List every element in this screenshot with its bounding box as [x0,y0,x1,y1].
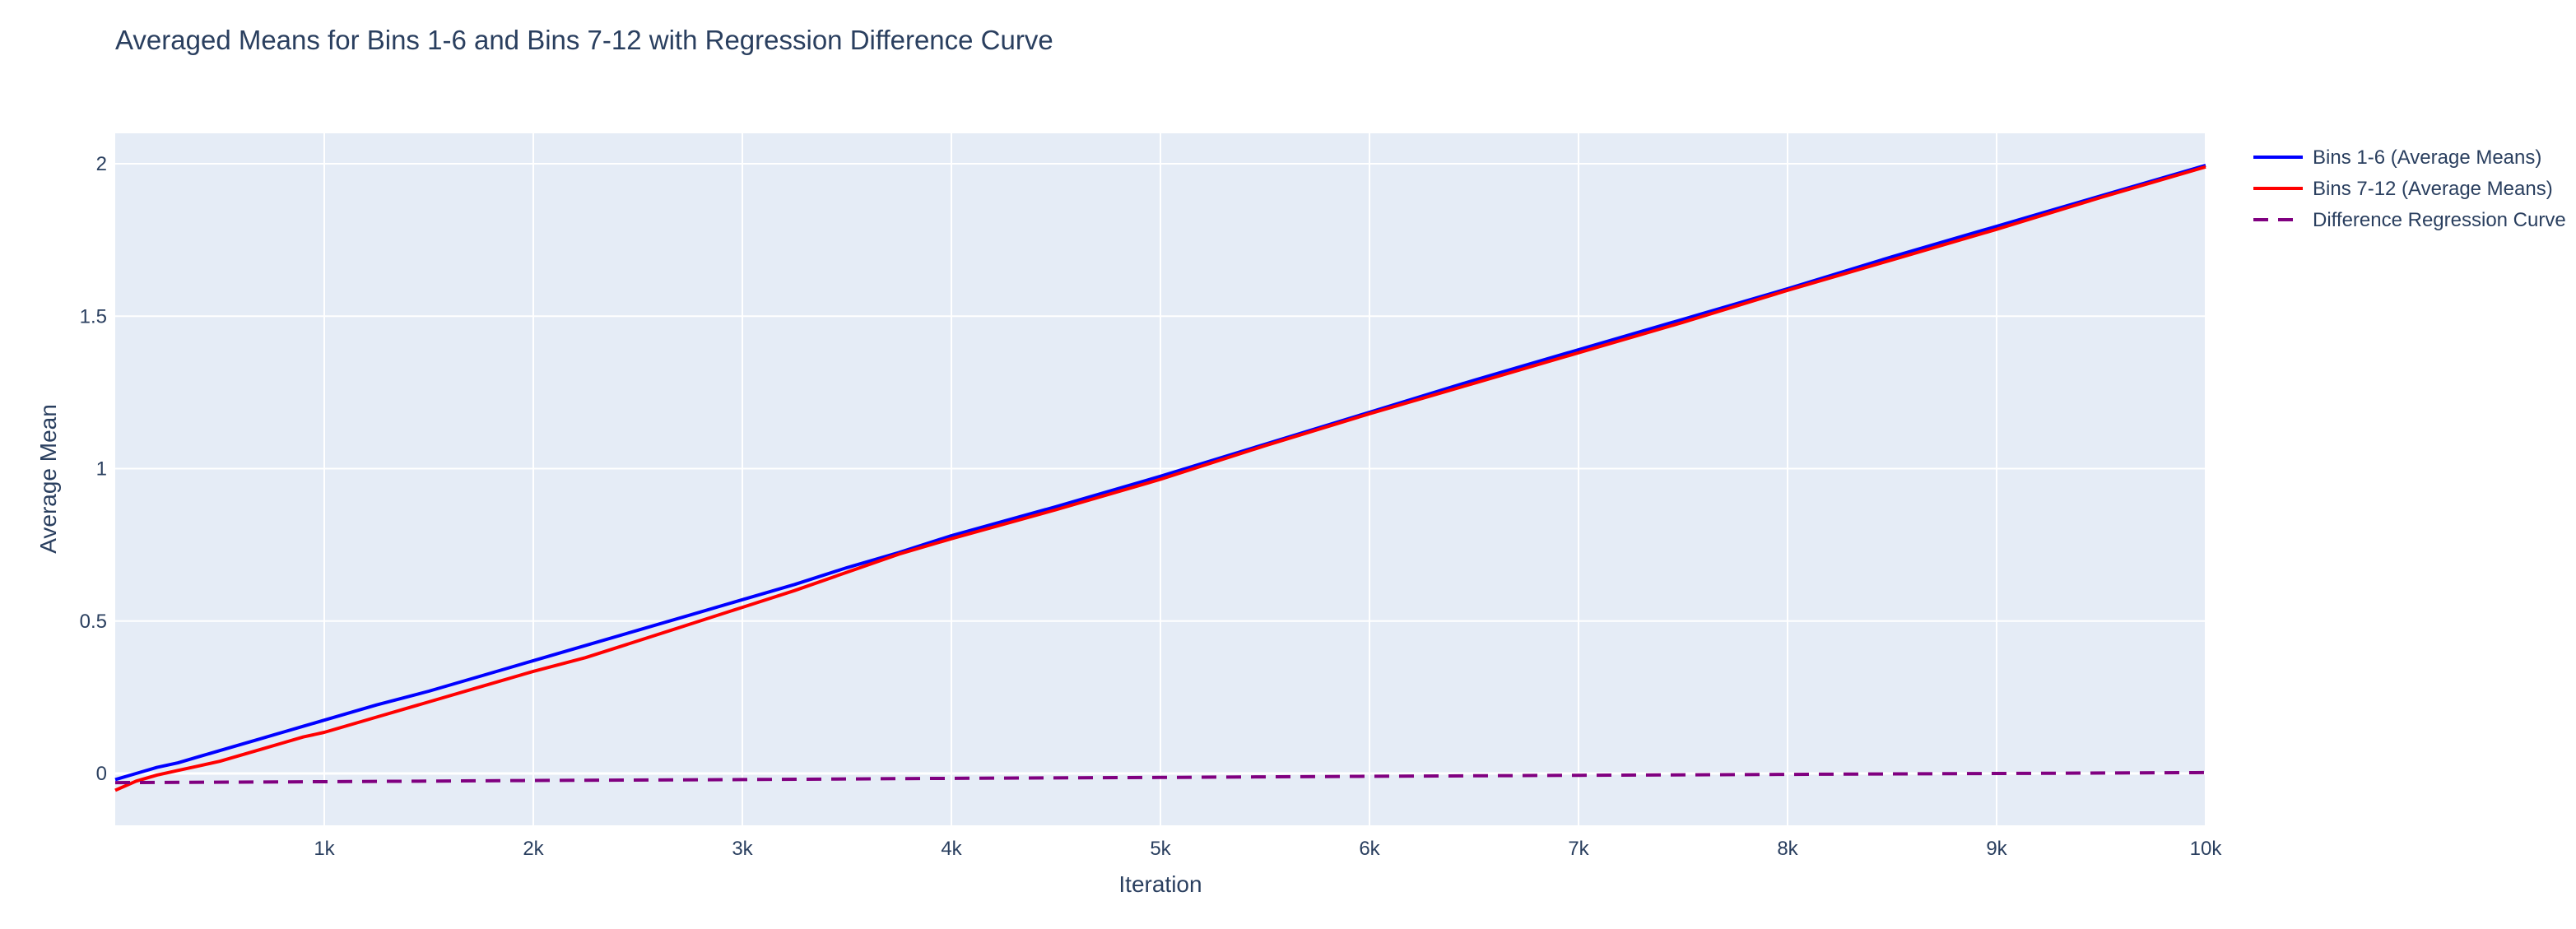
y-tick-label: 0.5 [80,611,107,633]
y-tick-label: 1.5 [80,305,107,327]
y-axis-title: Average Mean [35,404,61,554]
x-tick-labels: 1k 2k 3k 4k 5k 6k 7k 8k 9k 10k [314,838,2222,860]
x-tick-label: 4k [941,838,962,860]
y-tick-label: 0 [96,763,107,785]
chart-title: Averaged Means for Bins 1-6 and Bins 7-1… [115,25,1053,55]
series-layer [114,163,2206,792]
x-tick-label: 9k [1986,838,2007,860]
x-tick-label: 10k [2190,838,2223,860]
y-tick-label: 1 [96,458,107,481]
x-gridlines [323,133,2206,825]
legend-label: Bins 7-12 (Average Means) [2313,178,2553,200]
x-tick-label: 7k [1568,838,1589,860]
legend-item-1[interactable]: Bins 1-6 (Average Means) [2253,146,2541,169]
legend[interactable]: Bins 1-6 (Average Means) Bins 7-12 (Avera… [2253,146,2566,231]
series-line-2 [114,165,2206,792]
x-tick-label: 8k [1777,838,1798,860]
x-tick-label: 3k [732,838,753,860]
series-line-1 [114,163,2206,782]
series-line-3 [114,770,2206,785]
legend-item-2[interactable]: Bins 7-12 (Average Means) [2253,178,2553,200]
x-tick-label: 2k [523,838,544,860]
y-tick-labels: 0 0.5 1 1.5 2 [80,153,107,785]
x-tick-label: 6k [1359,838,1380,860]
legend-label: Bins 1-6 (Average Means) [2313,146,2541,169]
legend-label: Difference Regression Curve [2313,209,2566,231]
x-axis-title: Iteration [1118,871,1202,897]
y-tick-label: 2 [96,153,107,175]
x-tick-label: 5k [1150,838,1171,860]
legend-item-3[interactable]: Difference Regression Curve [2253,209,2566,231]
x-tick-label: 1k [314,838,335,860]
